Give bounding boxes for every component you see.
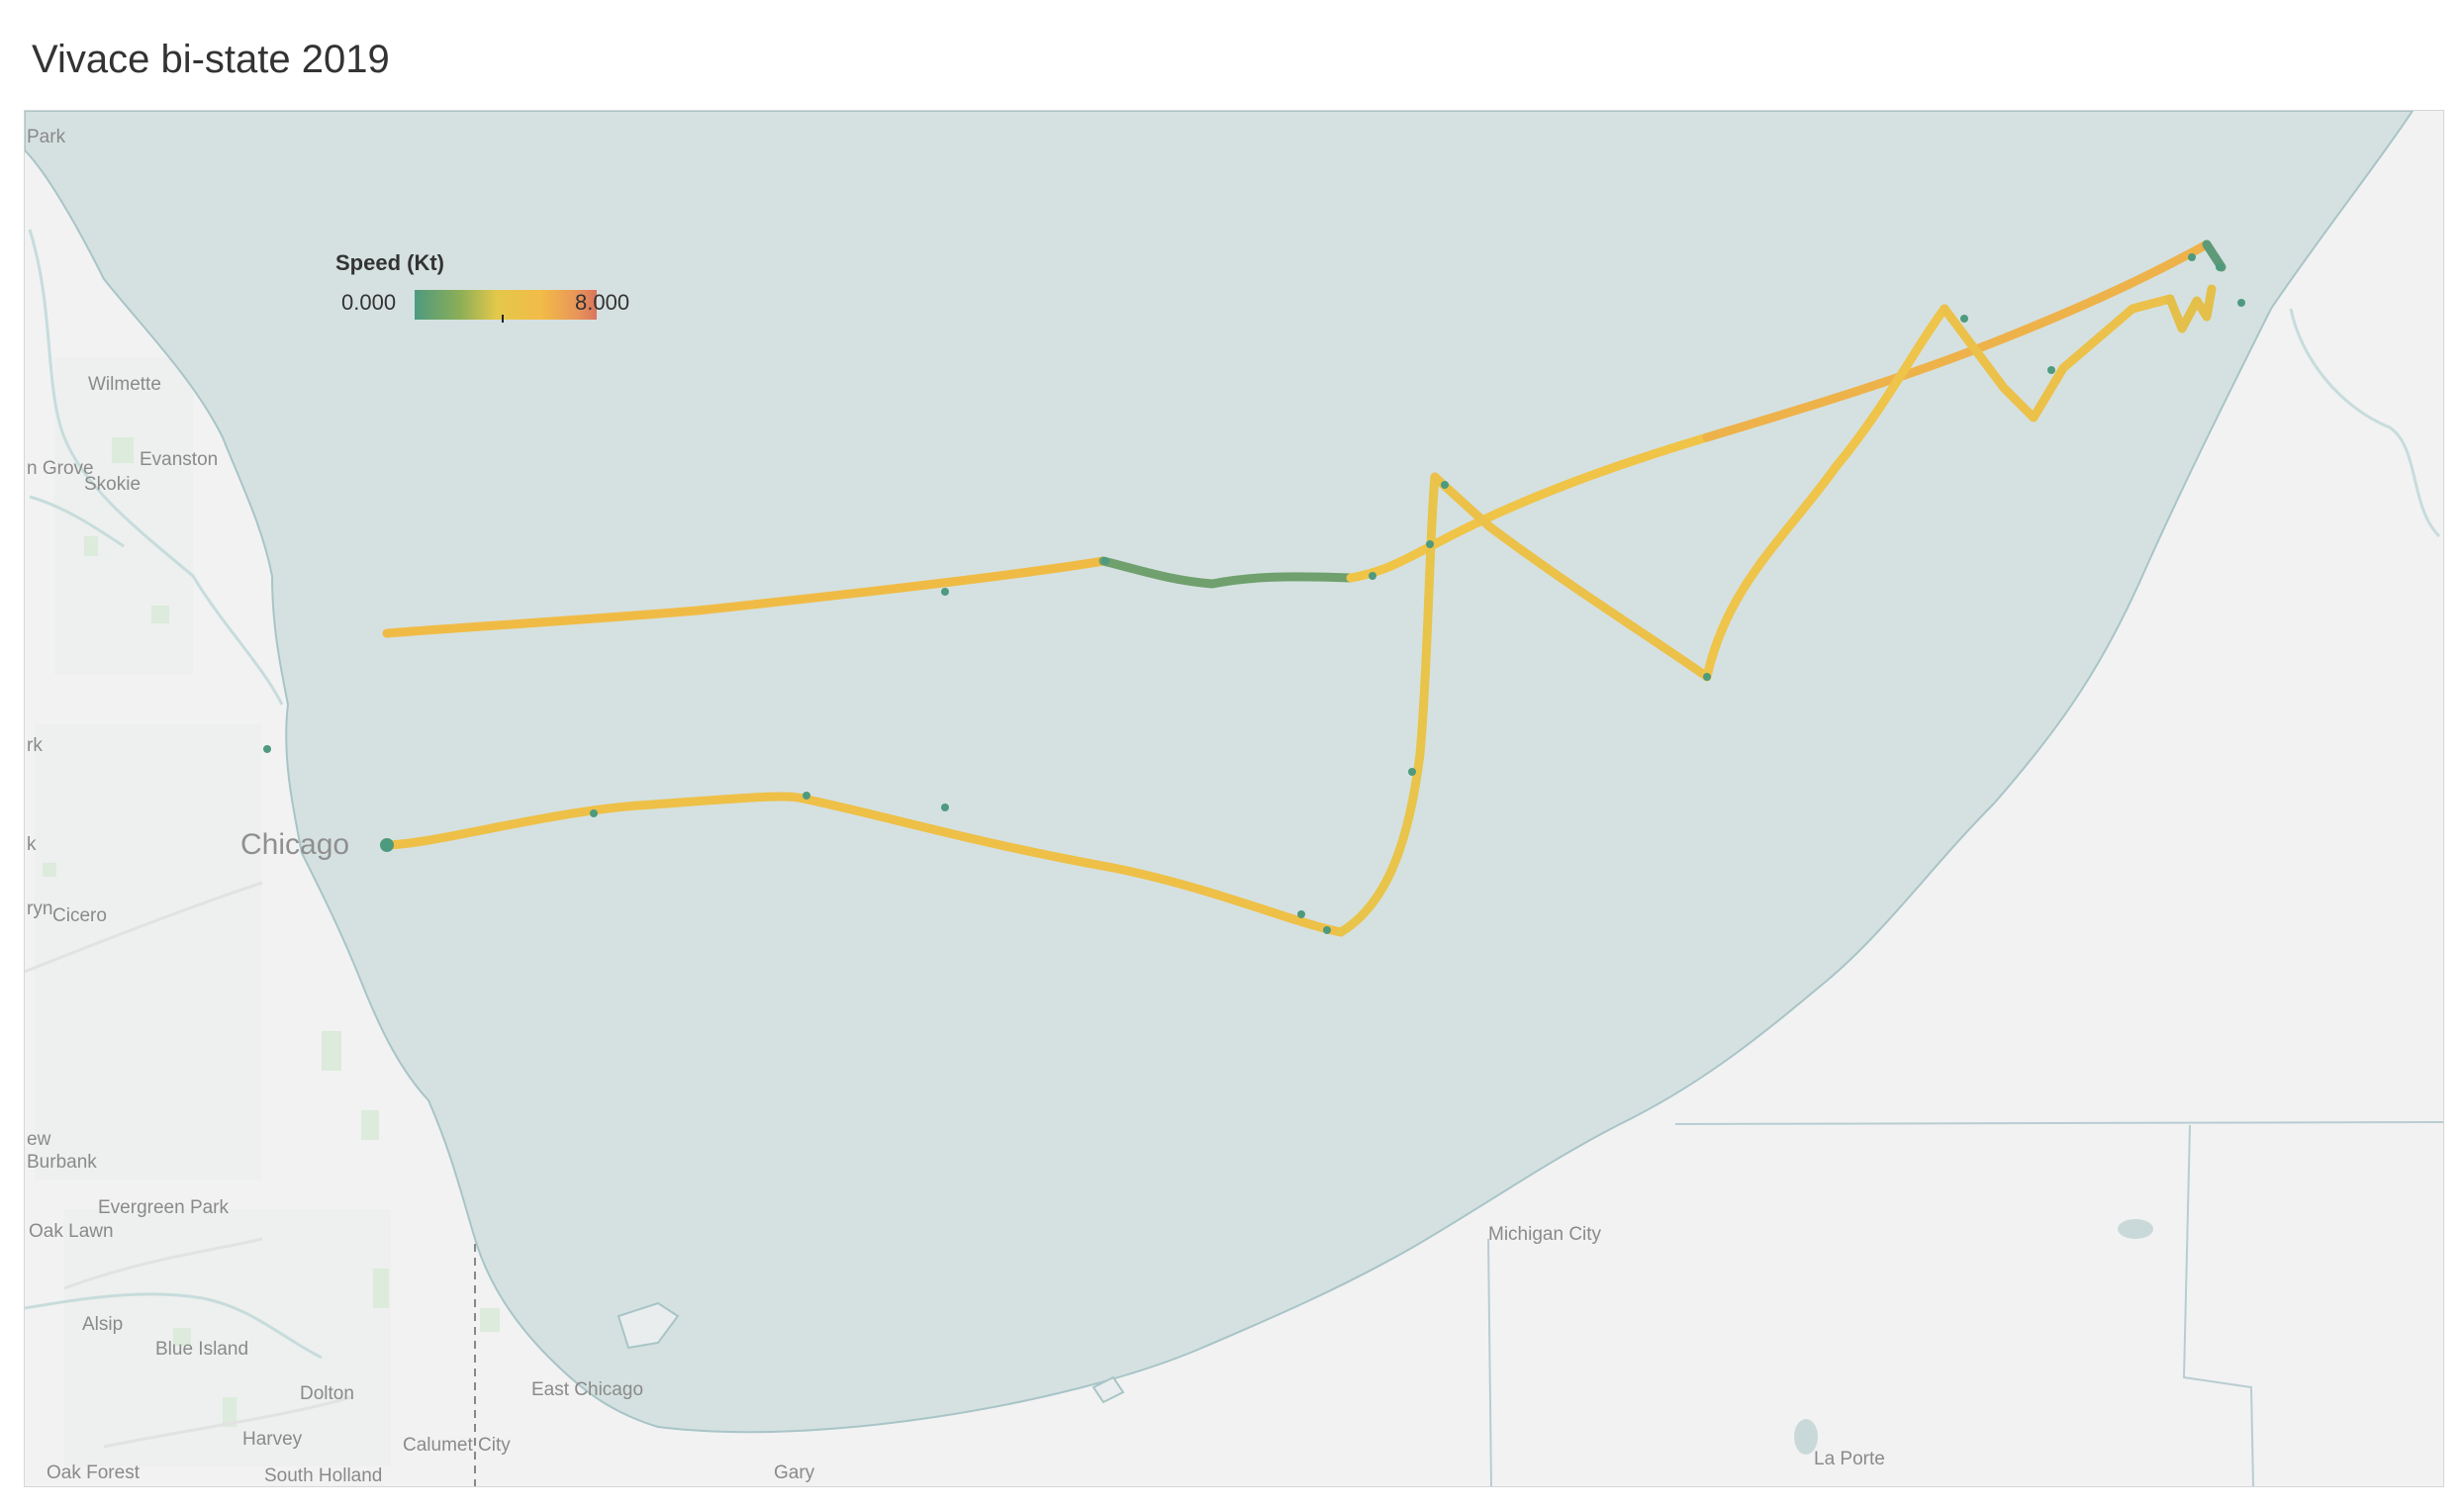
track-point[interactable] [1101,557,1109,565]
rivers [25,229,2441,1360]
lake-michigan [25,111,2415,1434]
place-label: Cicero [52,905,107,926]
track-point[interactable] [2237,299,2245,307]
place-label: Oak Lawn [29,1221,114,1242]
gps-track[interactable] [263,239,2245,937]
place-label: Chicago [240,828,349,861]
track-segment[interactable] [382,556,1108,638]
park-patches [43,437,500,1427]
legend-max-label: 8.000 [575,290,630,315]
map-title: Vivace bi-state 2019 [32,38,390,81]
place-label: East Chicago [531,1379,643,1400]
track-point[interactable] [2216,263,2224,271]
track-segment[interactable] [1940,294,2175,423]
legend-min-label: 0.000 [341,290,397,315]
place-label: Harvey [242,1429,303,1450]
track-segment[interactable] [1336,472,1440,937]
place-label: k [27,834,37,855]
place-label: Dolton [300,1383,354,1404]
track-point[interactable] [941,803,949,811]
place-label: rk [27,735,43,756]
place-label: n Grove [27,458,94,479]
track-point[interactable] [1297,910,1305,918]
place-label: La Porte [1814,1449,1885,1469]
map-view[interactable]: Park Wilmette n Grove Evanston Skokie rk… [24,110,2444,1487]
harbor-outline [616,1301,1125,1404]
speed-legend: Speed (Kt) 0.000 8.000 [312,250,708,330]
inland-lakes [1794,1219,2153,1455]
track-point[interactable] [1323,926,1331,934]
place-label: Evanston [140,449,218,470]
place-label: ryn [27,898,52,919]
track-segment[interactable] [1430,472,1712,682]
place-label: Michigan City [1488,1224,1602,1245]
place-label: ew [27,1129,51,1150]
legend-color-ramp [415,290,597,320]
place-label: Burbank [27,1152,97,1173]
state-borders [1487,1121,2443,1486]
track-point[interactable] [2188,253,2196,261]
place-label: Calumet City [403,1435,511,1456]
place-label: Oak Forest [47,1463,141,1483]
roads [25,881,352,1449]
track-point[interactable] [590,809,598,817]
track-point[interactable] [941,588,949,596]
track-point[interactable] [263,745,271,753]
track-segment[interactable] [1702,239,2212,442]
track-segment[interactable] [1098,556,1356,589]
track-point[interactable] [1960,315,1968,323]
track-point[interactable] [1441,481,1449,489]
place-label: Evergreen Park [98,1197,230,1218]
track-point[interactable] [803,792,810,800]
track-point[interactable] [380,838,394,852]
track-segment[interactable] [1702,304,1949,682]
track-segment[interactable] [382,792,1346,937]
place-label: Gary [774,1463,815,1483]
legend-tick [502,315,504,323]
track-point[interactable] [1408,768,1416,776]
track-point[interactable] [1703,673,1711,681]
track-point[interactable] [1369,572,1376,580]
place-label: Park [27,127,66,147]
legend-title: Speed (Kt) [335,250,444,275]
place-label: Blue Island [155,1339,248,1360]
map-canvas[interactable]: Park Wilmette n Grove Evanston Skokie rk… [25,111,2443,1486]
track-segment[interactable] [2165,284,2217,333]
place-label: South Holland [264,1465,382,1486]
track-point[interactable] [2047,366,2055,374]
place-label: Alsip [82,1314,123,1335]
track-point[interactable] [1426,540,1434,548]
place-label: Skokie [84,474,141,495]
place-label: Wilmette [88,374,161,395]
place-labels: Park Wilmette n Grove Evanston Skokie rk… [27,127,1885,1486]
